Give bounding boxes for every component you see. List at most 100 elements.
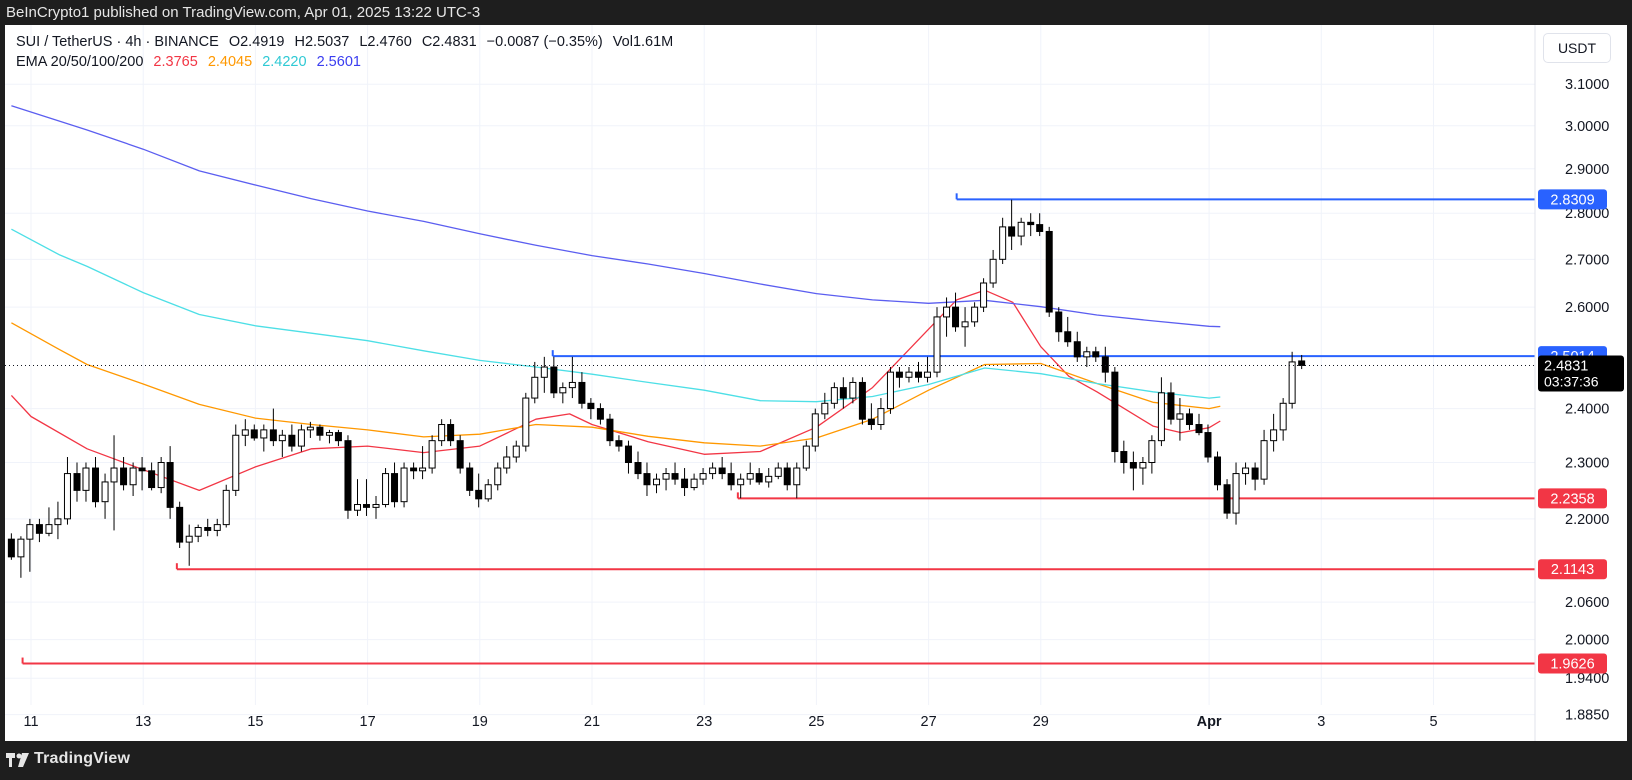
candle-up (811, 413, 819, 447)
level-badge (1538, 653, 1607, 674)
currency-button[interactable]: USDT (1543, 33, 1611, 63)
y-tick-label: 2.0600 (1565, 595, 1609, 611)
candle-down (578, 381, 586, 404)
candle-down (1111, 371, 1119, 453)
candle-up (980, 282, 988, 308)
x-axis-ticks: 11 13 15 17 19 21 23 25 27 29 Apr 3 5 (23, 714, 1437, 730)
candle-down (269, 429, 277, 442)
x-tick-label: 27 (921, 714, 937, 730)
candle-down (447, 424, 455, 442)
candle-down (1064, 331, 1072, 343)
candle-up (185, 535, 193, 543)
candle-down (643, 473, 651, 486)
candle-down (624, 445, 632, 464)
candle-down (1073, 341, 1081, 358)
candle-up (793, 467, 801, 486)
candle-down (334, 432, 342, 442)
level-badge-label: 2.1143 (1551, 562, 1594, 578)
candle-up (241, 429, 249, 436)
ema-lines (10, 105, 1221, 492)
ema-label[interactable]: EMA 20/50/100/200 (16, 54, 144, 70)
price-chart[interactable]: 3.1000 3.0000 2.9000 2.8000 2.7000 2.6000 2.40… (5, 25, 1627, 741)
candle-up (260, 429, 268, 439)
candle-down (410, 467, 418, 472)
candle-up (699, 473, 707, 480)
candle-up (428, 440, 436, 469)
candle-up (354, 504, 362, 511)
candle-up (1279, 402, 1287, 431)
legend-row-symbol: SUI / TetherUS · 4h · BINANCE O2.4919 H2… (16, 34, 679, 50)
candle-up (512, 445, 520, 458)
candle-up (961, 321, 969, 328)
candle-up (1139, 462, 1147, 469)
ema-line (11, 322, 1221, 447)
y-tick-label: 1.8850 (1565, 708, 1609, 724)
candle-up (438, 424, 446, 442)
candle-up (157, 462, 165, 489)
candle-down (867, 418, 875, 426)
y-tick-label: 2.9000 (1565, 162, 1609, 178)
candle-up (821, 402, 829, 415)
candle-down (952, 306, 960, 328)
candle-down (596, 408, 604, 420)
x-tick-label: 11 (23, 714, 38, 730)
candle-down (456, 440, 464, 469)
candle-down (783, 467, 791, 486)
candle-down (92, 467, 100, 503)
candle-down (204, 527, 212, 531)
candle-up (26, 524, 34, 540)
y-tick-label: 2.8000 (1565, 206, 1609, 222)
candle-up (1148, 440, 1156, 464)
bar-countdown-label: 03:37:36 (1544, 373, 1599, 389)
candle-up (110, 467, 118, 483)
candle-down (1251, 467, 1259, 480)
candle-up (306, 426, 314, 431)
candle-up (774, 467, 782, 477)
candle-down (718, 467, 726, 475)
ema200-value: 2.5601 (316, 54, 361, 70)
tradingview-logo-icon (6, 753, 29, 767)
x-tick-label: 3 (1317, 714, 1325, 730)
level-badges: 2.83092.50142.23582.11431.96262.483103:3… (1538, 189, 1624, 674)
candle-down (1223, 484, 1231, 514)
candle-up (765, 475, 773, 483)
h-gridlines (5, 83, 1535, 716)
candle-down (1195, 424, 1203, 434)
x-tick-label: 13 (135, 714, 151, 730)
y-tick-label: 2.7000 (1565, 252, 1609, 268)
ema50-value: 2.4045 (207, 54, 253, 70)
chart-panel[interactable]: 3.1000 3.0000 2.9000 2.8000 2.7000 2.6000 2.40… (5, 25, 1627, 741)
candle-up (297, 429, 305, 447)
y-tick-label: 2.0000 (1565, 633, 1609, 649)
candle-up (1017, 221, 1025, 237)
ema20-value: 2.3765 (153, 54, 198, 70)
candle-down (755, 473, 763, 483)
candle-down (288, 434, 296, 447)
candle-down (1008, 226, 1016, 237)
candle-up (129, 467, 137, 486)
symbol-label[interactable]: SUI / TetherUS · 4h · BINANCE (16, 34, 219, 50)
level-badge-label: 1.9626 (1550, 657, 1594, 673)
candle-down (250, 429, 258, 439)
candle-up (382, 473, 390, 506)
candle-up (1083, 351, 1091, 358)
candle-down (1055, 311, 1063, 333)
candle-up (494, 467, 502, 486)
candle-up (905, 371, 913, 378)
candle-up (45, 524, 53, 534)
candle-up (400, 467, 408, 503)
candle-down (587, 402, 595, 410)
candle-down (550, 366, 558, 394)
candle-down (148, 470, 156, 489)
level-badge (1538, 559, 1607, 580)
x-tick-label: 29 (1033, 714, 1049, 730)
candle-down (138, 467, 146, 472)
candle-up (690, 478, 698, 489)
candle-up (82, 467, 90, 491)
candle-up (232, 434, 240, 491)
candle-up (278, 434, 286, 442)
candle-down (391, 473, 399, 503)
candle-up (194, 527, 202, 537)
candle-down (1092, 351, 1100, 358)
candle-down (1036, 224, 1044, 232)
